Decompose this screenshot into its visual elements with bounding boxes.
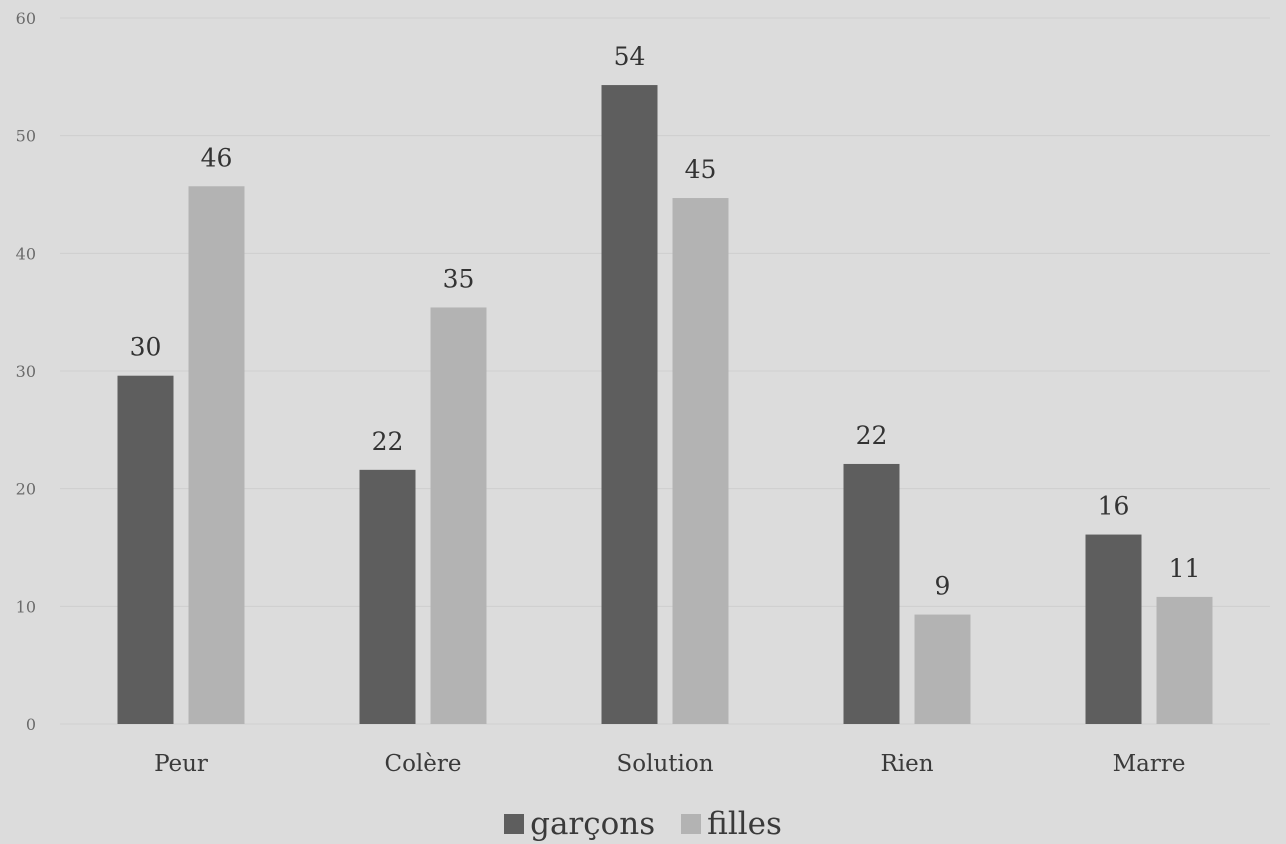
x-tick-label: Solution <box>616 751 713 777</box>
x-tick-label: Peur <box>154 751 208 777</box>
bar-filles <box>1156 596 1213 724</box>
legend-swatch-filles <box>681 814 702 834</box>
data-label: 35 <box>443 264 475 293</box>
bars <box>117 85 1213 725</box>
bar-filles <box>672 198 729 724</box>
bar-garcons <box>843 463 900 724</box>
y-tick-label: 40 <box>16 244 36 263</box>
legend-item-garcons: garçons <box>504 806 655 842</box>
x-axis-ticks: Peur Colère Solution Rien Marre <box>154 751 1185 777</box>
x-tick-label: Rien <box>880 751 933 777</box>
y-tick-label: 60 <box>16 9 36 28</box>
data-label: 9 <box>935 572 951 601</box>
legend-swatch-garcons <box>504 814 525 834</box>
y-tick-label: 30 <box>16 362 36 381</box>
y-tick-label: 20 <box>16 480 36 499</box>
data-label: 54 <box>614 42 646 71</box>
bar-filles <box>914 614 971 724</box>
data-label: 45 <box>685 155 717 184</box>
bar-filles <box>188 186 245 725</box>
data-label: 11 <box>1169 554 1201 583</box>
data-label: 22 <box>372 427 404 456</box>
data-label: 30 <box>130 333 162 362</box>
legend-label-garcons: garçons <box>530 806 656 842</box>
data-label: 16 <box>1098 492 1130 521</box>
y-tick-label: 10 <box>16 597 36 616</box>
y-axis-ticks: 0 10 20 30 40 50 60 <box>16 9 36 734</box>
x-tick-label: Marre <box>1113 751 1186 777</box>
data-labels: 30 46 22 35 54 45 22 9 16 11 <box>130 42 1201 601</box>
legend-label-filles: filles <box>707 806 782 842</box>
legend-item-filles: filles <box>681 806 782 842</box>
bar-garcons <box>359 469 416 724</box>
y-tick-label: 0 <box>26 715 36 734</box>
data-label: 46 <box>201 143 233 172</box>
bar-filles <box>430 307 487 724</box>
gridlines <box>60 17 1270 725</box>
bar-garcons <box>601 85 658 724</box>
legend: garçons filles <box>0 806 1286 842</box>
bar-garcons <box>117 375 174 724</box>
data-label: 22 <box>856 421 888 450</box>
y-tick-label: 50 <box>16 127 36 146</box>
x-tick-label: Colère <box>384 751 461 777</box>
bar-garcons <box>1085 534 1142 724</box>
